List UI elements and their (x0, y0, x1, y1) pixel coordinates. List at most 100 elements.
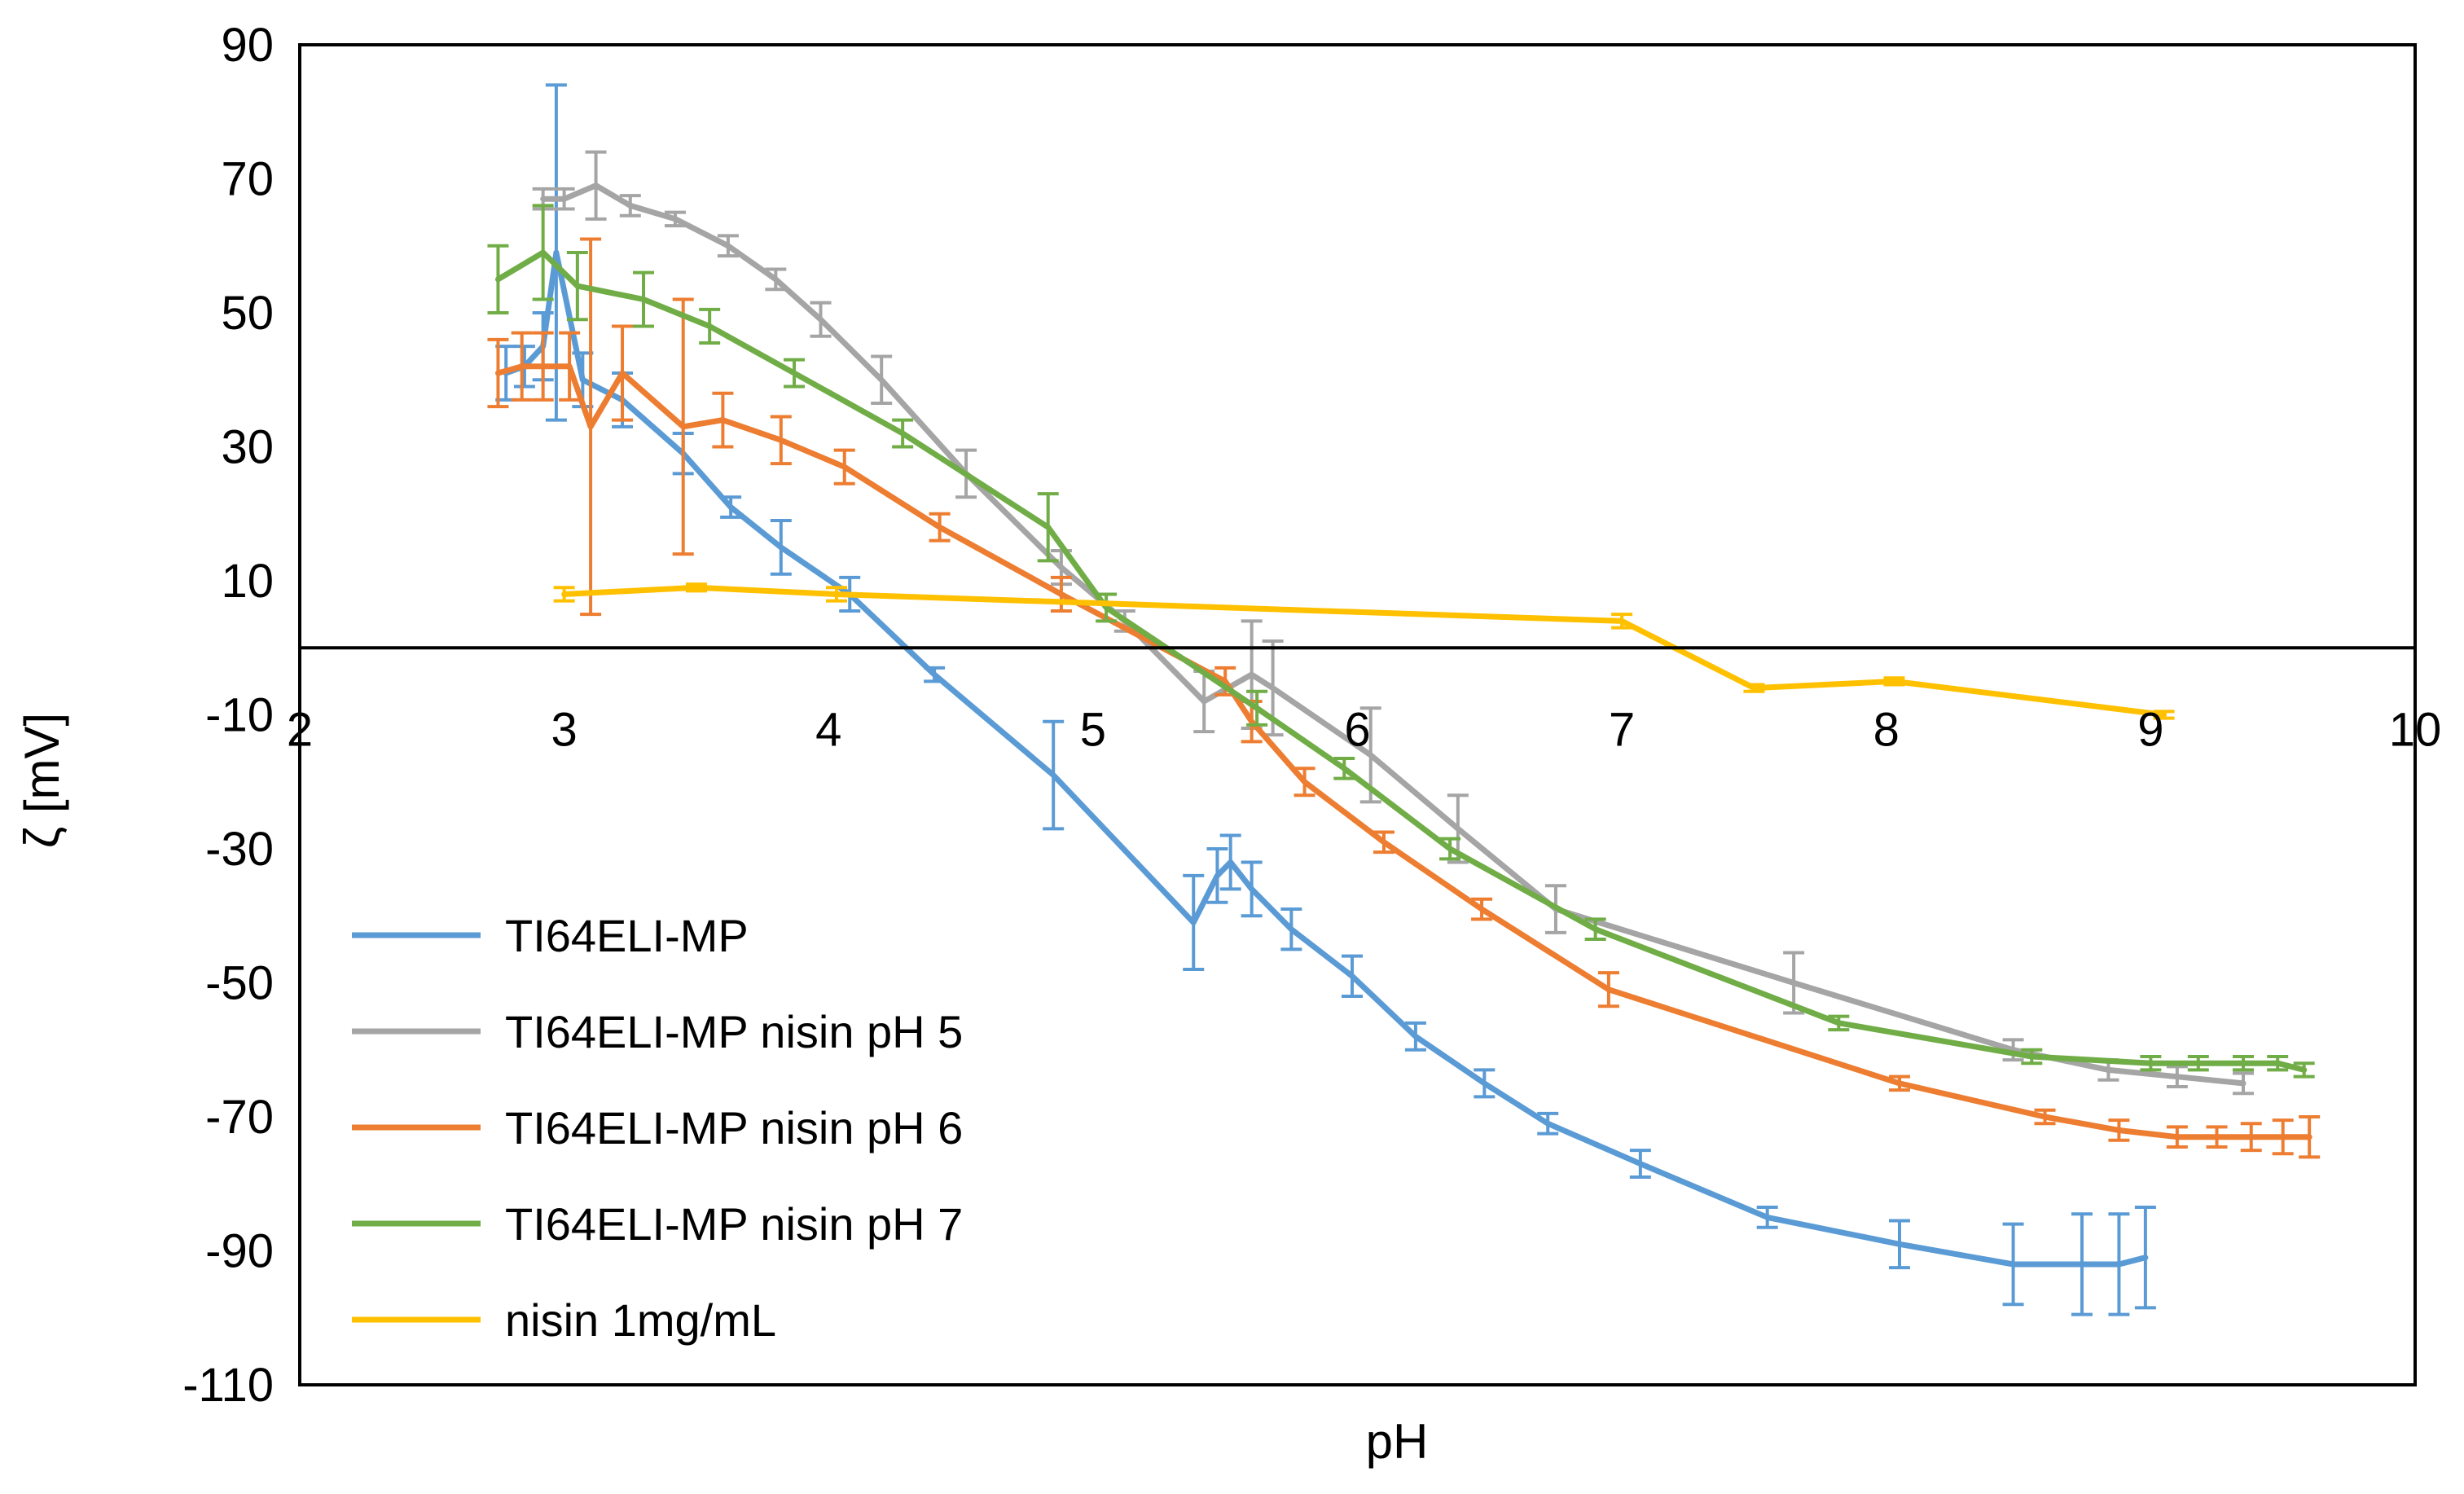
y-tick-label: -90 (205, 1225, 274, 1278)
data-point (2161, 712, 2167, 718)
data-point (2029, 1053, 2035, 1059)
data-point (2116, 1261, 2122, 1267)
data-point (1104, 604, 1109, 610)
series-line (495, 249, 2308, 1073)
data-point (553, 249, 559, 255)
data-point (2148, 1061, 2154, 1066)
data-point (540, 196, 546, 202)
data-point (593, 182, 599, 188)
data-point (1592, 926, 1598, 932)
data-point (2214, 1134, 2220, 1140)
data-point (2010, 1261, 2016, 1267)
data-point (2079, 1261, 2084, 1267)
data-point (672, 216, 678, 222)
y-tick-label: 10 (221, 555, 274, 608)
legend-label: TI64ELI-MP nisin pH 7 (505, 1198, 963, 1250)
data-point (1751, 685, 1757, 691)
axis-layer (298, 43, 2417, 1386)
data-point (1045, 525, 1051, 530)
data-point (1447, 846, 1453, 851)
data-point (1350, 973, 1355, 979)
data-point (1249, 672, 1254, 678)
data-point (1342, 766, 1347, 771)
data-point (1254, 705, 1260, 711)
series-5 (553, 582, 2175, 720)
series-4 (487, 204, 2315, 1079)
data-point (567, 363, 573, 369)
data-point (1764, 1215, 1770, 1220)
plot-frame (298, 43, 2417, 1386)
data-point (1455, 826, 1460, 832)
data-point (1896, 1241, 1902, 1247)
data-point (2301, 1067, 2307, 1073)
data-point (693, 585, 699, 591)
data-point (1482, 1080, 1487, 1086)
data-point (778, 437, 784, 443)
x-tick-label: 5 (1080, 703, 1106, 756)
data-point (728, 504, 734, 510)
data-point (778, 544, 784, 550)
legend-entry: nisin 1mg/mL (352, 1294, 776, 1346)
data-point (680, 424, 686, 429)
y-axis-title: ζ [mV] (15, 713, 69, 848)
legend-entry: TI64ELI-MP nisin pH 7 (352, 1198, 963, 1250)
series-line (495, 363, 2312, 1140)
data-point (900, 431, 906, 437)
data-point (1836, 1020, 1842, 1026)
data-point (1412, 1034, 1418, 1039)
y-tick-label: -50 (205, 957, 274, 1010)
data-point (1191, 920, 1197, 925)
data-point (2142, 1255, 2148, 1260)
data-point (588, 424, 594, 429)
data-point (1637, 1161, 1643, 1167)
legend-label: TI64ELI-MP (505, 910, 749, 961)
data-point (1381, 839, 1386, 845)
legend-label: TI64ELI-MP nisin pH 6 (505, 1102, 963, 1153)
data-point (620, 371, 626, 376)
data-point (725, 243, 731, 248)
data-point (519, 363, 525, 369)
y-tick-label: 50 (221, 287, 274, 340)
data-point (1228, 859, 1233, 865)
data-point (1545, 1121, 1551, 1127)
data-point (2275, 1061, 2281, 1066)
legend-label: TI64ELI-MP nisin pH 5 (505, 1006, 963, 1057)
data-point (1249, 886, 1254, 892)
data-point (1058, 591, 1064, 597)
data-point (818, 317, 824, 323)
data-point (495, 276, 501, 282)
data-point (561, 196, 567, 202)
data-point (574, 283, 580, 289)
data-point (2195, 1061, 2201, 1066)
data-point (2174, 1074, 2180, 1079)
x-tick-label: 4 (815, 703, 841, 756)
x-tick-label: 7 (1609, 703, 1635, 756)
y-tick-label: -70 (205, 1091, 274, 1144)
data-point (2106, 1067, 2111, 1073)
data-point (2240, 1061, 2246, 1066)
data-point (937, 525, 942, 530)
data-point (540, 249, 546, 255)
data-point (1791, 980, 1797, 986)
data-point (2174, 1134, 2180, 1140)
y-tick-label: -10 (205, 689, 274, 742)
y-tick-label: -30 (205, 823, 274, 876)
x-tick-label: 8 (1873, 703, 1900, 756)
data-point (841, 464, 847, 470)
data-point (561, 591, 567, 597)
data-point (1270, 685, 1276, 691)
data-point (1891, 679, 1897, 684)
x-axis-title: pH (1366, 1414, 1429, 1469)
data-point (540, 363, 546, 369)
data-point (1201, 699, 1207, 705)
data-point (1249, 718, 1254, 724)
tick-label-layer: 2 3 4 5 6 7 8 9 10 90 70 50 30 10 -10 -30 -50 -70 -90 -110 (182, 19, 2441, 1412)
legend-entry: TI64ELI-MP nisin pH 6 (352, 1102, 963, 1153)
data-point (580, 377, 586, 383)
data-point (1605, 986, 1611, 992)
y-tick-label: 70 (221, 153, 274, 206)
x-tick-label: 10 (2389, 703, 2442, 756)
data-point (1058, 565, 1064, 570)
data-point (2248, 1134, 2254, 1140)
